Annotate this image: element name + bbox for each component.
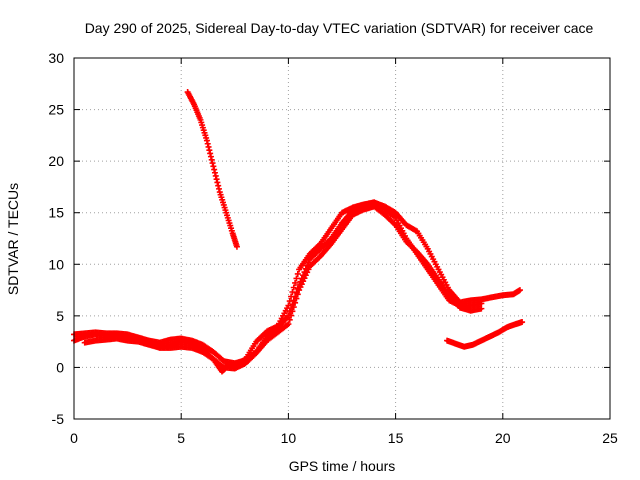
data-point (205, 143, 212, 150)
x-tick-label: 5 (177, 430, 185, 446)
data-point (207, 153, 214, 160)
data-point (292, 279, 299, 286)
data-point (207, 150, 214, 157)
y-tick-label: 0 (56, 359, 64, 375)
data-point (213, 176, 220, 183)
y-tick-label: 15 (48, 205, 64, 221)
y-tick-label: 5 (56, 308, 64, 324)
data-point (288, 312, 295, 319)
data-point (292, 299, 299, 306)
x-tick-label: 15 (388, 430, 404, 446)
data-point (516, 287, 523, 294)
x-tick-label: 20 (495, 430, 511, 446)
data-point (215, 182, 222, 189)
data-point (290, 304, 297, 311)
data-point (211, 169, 218, 176)
x-tick-label: 10 (281, 430, 297, 446)
data-point (206, 147, 213, 154)
data-point (233, 243, 240, 250)
x-axis-label: GPS time / hours (289, 458, 396, 474)
data-point (294, 270, 301, 277)
data-point (215, 185, 222, 192)
plot-frame (73, 57, 611, 420)
chart-title: Day 290 of 2025, Sidereal Day-to-day VTE… (85, 20, 594, 36)
data-point (478, 305, 485, 312)
y-tick-label: 25 (48, 102, 64, 118)
data-point (290, 284, 297, 291)
data-point (210, 163, 217, 170)
data-point (285, 321, 292, 328)
y-tick-label: 30 (48, 50, 64, 66)
data-point (519, 319, 526, 326)
grid (74, 58, 610, 419)
data-point (208, 156, 215, 163)
y-tick-label: 20 (48, 153, 64, 169)
x-tick-label: 0 (70, 430, 78, 446)
data-point (212, 172, 219, 179)
data-point (203, 137, 210, 144)
data-point (286, 316, 293, 323)
data-point (209, 160, 216, 167)
y-axis-label: SDTVAR / TECUs (5, 183, 21, 295)
data-point (293, 275, 300, 282)
series-track-late (444, 319, 526, 350)
series-track-main-a (71, 199, 485, 375)
data-point (289, 308, 296, 315)
data-point (214, 179, 221, 186)
data-point (293, 295, 300, 302)
data-point (294, 291, 301, 298)
data-point (211, 166, 218, 173)
axis-ticks: 0 5 10 15 20 25 -5 0 5 10 15 20 25 30 (48, 50, 618, 446)
series-track-steep (184, 89, 240, 250)
y-tick-label: -5 (52, 411, 65, 427)
series-track-main-c (81, 203, 485, 372)
x-tick-label: 25 (602, 430, 618, 446)
data-points (71, 89, 526, 375)
y-tick-label: 10 (48, 256, 64, 272)
data-point (204, 140, 211, 147)
